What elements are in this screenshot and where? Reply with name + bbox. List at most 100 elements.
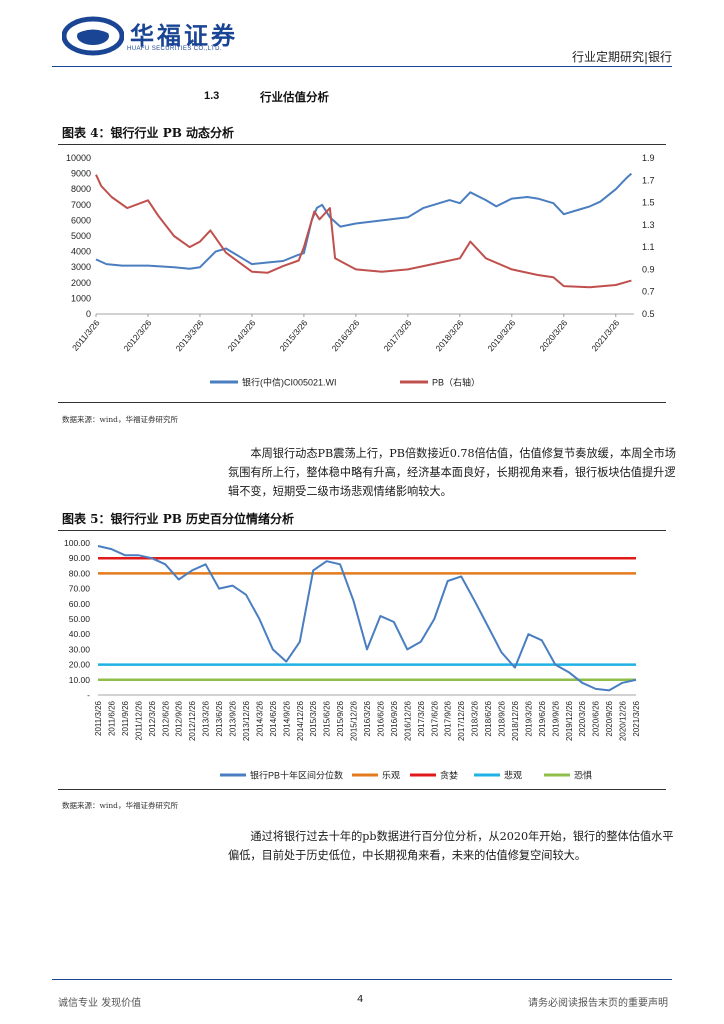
x-tick-label: 2018/3/26 xyxy=(471,700,480,736)
y-left-tick-label: 5000 xyxy=(71,231,91,241)
x-tick-label: 2014/9/26 xyxy=(282,700,291,736)
legend-label: 悲观 xyxy=(504,770,522,781)
x-tick-label: 2020/12/26 xyxy=(619,700,628,741)
x-tick-label: 2013/9/26 xyxy=(229,700,238,736)
x-tick-label: 2012/9/26 xyxy=(175,700,184,736)
footer-divider xyxy=(52,979,672,980)
x-tick-label: 2012/3/26 xyxy=(148,700,157,736)
series-pb-line xyxy=(95,174,632,289)
figure5-title: 图表 5：银行行业 PB 历史百分位情绪分析 xyxy=(62,512,295,526)
y-tick-label: 70.00 xyxy=(69,584,91,594)
x-tick-label: 2016/12/26 xyxy=(403,700,412,741)
y-tick-label: 20.00 xyxy=(69,660,91,670)
header-divider xyxy=(52,66,672,67)
x-tick-label: 2014/3/26 xyxy=(225,318,257,354)
paragraph-pb-trend: 本周银行动态PB震荡上行，PB倍数接近0.78倍估值，估值修复节奏放缓，本周全市… xyxy=(228,447,676,498)
x-tick-label: 2017/3/26 xyxy=(381,318,413,354)
y-left-tick-label: 7000 xyxy=(71,200,91,210)
y-tick-label: 40.00 xyxy=(69,629,91,639)
legend-label: PB（右轴） xyxy=(432,377,480,388)
x-tick-label: 2017/12/26 xyxy=(457,700,466,741)
x-tick-label: 2021/3/26 xyxy=(589,318,621,354)
figure4-bottom-rule xyxy=(58,402,666,403)
y-right-tick-label: 0.5 xyxy=(642,309,655,319)
pb-percentile-chart: - 10.00 20.00 30.00 40.00 50.00 60.00 70.00 80.0… xyxy=(64,538,641,781)
x-tick-label: 2015/12/26 xyxy=(350,700,359,741)
figure4-title: 图表 4：银行行业 PB 动态分析 xyxy=(62,126,235,140)
y-left-tick-label: 6000 xyxy=(71,215,91,225)
y-left-tick-label: 10000 xyxy=(66,153,91,163)
x-tick-label: 2017/3/26 xyxy=(417,700,426,736)
y-left-tick-label: 9000 xyxy=(71,169,91,179)
x-tick-label: 2014/6/26 xyxy=(269,700,278,736)
x-tick-label: 2012/6/26 xyxy=(161,700,170,736)
company-logo-text: 华福证券 xyxy=(130,21,238,50)
x-tick-label: 2016/6/26 xyxy=(376,700,385,736)
x-tick-label: 2020/3/26 xyxy=(537,318,569,354)
y-left-tick-label: 1000 xyxy=(71,293,91,303)
y-right-tick-label: 0.9 xyxy=(642,264,655,274)
x-tick-label: 2015/6/26 xyxy=(323,700,332,736)
x-tick-label: 2019/3/26 xyxy=(485,318,517,354)
series-percentile-line xyxy=(97,545,637,692)
x-tick-label: 2018/12/26 xyxy=(511,700,520,741)
x-tick-label: 2015/3/26 xyxy=(309,700,318,736)
legend-label: 恐惧 xyxy=(574,770,592,781)
company-logo-mark xyxy=(62,16,124,56)
figure5-source: 数据来源：wind，华福证券研究所 xyxy=(62,801,178,810)
y-left-tick-label: 2000 xyxy=(71,278,91,288)
y-tick-label: - xyxy=(87,690,90,700)
x-tick-label: 2011/3/26 xyxy=(70,318,102,353)
y-tick-label: 50.00 xyxy=(69,614,91,624)
x-tick-label: 2020/6/26 xyxy=(592,700,601,736)
y-left-tick-label: 3000 xyxy=(71,262,91,272)
x-tick-label: 2017/6/26 xyxy=(430,700,439,736)
x-tick-label: 2011/12/26 xyxy=(134,700,143,740)
y-right-tick-label: 1.5 xyxy=(642,198,655,208)
section-number: 1.3 xyxy=(204,90,220,102)
figure5-bottom-rule xyxy=(58,789,666,790)
x-tick-label: 2019/3/26 xyxy=(524,700,533,736)
y-right-tick-label: 1.7 xyxy=(642,175,655,185)
x-tick-label: 2014/3/26 xyxy=(255,700,264,736)
x-tick-label: 2016/9/26 xyxy=(390,700,399,736)
x-tick-label: 2012/3/26 xyxy=(122,318,154,354)
y-tick-label: 60.00 xyxy=(69,599,91,609)
x-tick-label: 2011/6/26 xyxy=(107,700,116,736)
y-tick-label: 100.00 xyxy=(64,538,90,548)
pb-dynamic-chart: 0 1000 2000 3000 4000 5000 6000 7000 8000 9000 100… xyxy=(66,153,655,388)
figure4-top-rule xyxy=(58,144,666,145)
company-logo-english: HUAFU SECURITIES CO.,LTD. xyxy=(127,46,222,52)
x-tick-label: 2015/9/26 xyxy=(336,700,345,736)
x-tick-label: 2021/3/26 xyxy=(632,700,641,736)
y-left-tick-label: 0 xyxy=(86,309,91,319)
paragraph-percentile: 通过将银行过去十年的pb数据进行百分位分析，从2020年开始，银行的整体估值水平… xyxy=(228,830,674,862)
y-tick-label: 90.00 xyxy=(69,553,91,563)
footer-disclaimer: 请务必阅读报告末页的重要声明 xyxy=(528,998,668,1009)
figure4-source: 数据来源：wind，华福证券研究所 xyxy=(62,415,178,424)
x-tick-label: 2013/3/26 xyxy=(202,700,211,736)
y-right-tick-label: 1.3 xyxy=(642,220,655,230)
series-bank-index-line xyxy=(95,172,633,270)
report-type-label: 行业定期研究|银行 xyxy=(571,50,672,64)
x-tick-label: 2013/3/26 xyxy=(174,318,206,354)
legend-label: 银行PB十年区间分位数 xyxy=(250,770,343,781)
x-tick-label: 2017/9/26 xyxy=(444,700,453,736)
y-tick-label: 80.00 xyxy=(69,568,91,578)
y-right-tick-label: 0.7 xyxy=(642,287,655,297)
x-tick-label: 2013/12/26 xyxy=(242,700,251,741)
page-number: 4 xyxy=(357,994,364,1005)
x-tick-label: 2015/3/26 xyxy=(277,318,309,354)
y-left-tick-label: 4000 xyxy=(71,247,91,257)
figure5-top-rule xyxy=(58,530,666,531)
x-tick-label: 2019/12/26 xyxy=(565,700,574,741)
y-left-tick-label: 8000 xyxy=(71,184,91,194)
x-tick-label: 2018/6/26 xyxy=(484,700,493,736)
x-tick-label: 2018/3/26 xyxy=(433,318,465,354)
x-tick-label: 2014/12/26 xyxy=(296,700,305,741)
footer-slogan: 诚信专业 发现价值 xyxy=(58,998,142,1009)
section-title: 行业估值分析 xyxy=(260,90,329,104)
x-tick-label: 2013/6/26 xyxy=(215,700,224,736)
x-tick-label: 2020/3/26 xyxy=(578,700,587,736)
x-tick-label: 2019/9/26 xyxy=(551,700,560,736)
